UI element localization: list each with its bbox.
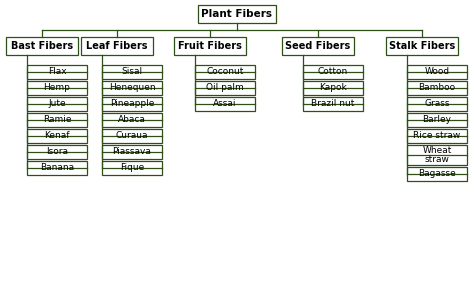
FancyBboxPatch shape [102,161,162,175]
Text: Fique: Fique [120,164,144,173]
FancyBboxPatch shape [198,5,276,23]
Text: Cotton: Cotton [318,67,348,77]
Text: Plant Fibers: Plant Fibers [201,9,273,19]
Text: Kapok: Kapok [319,84,347,92]
FancyBboxPatch shape [27,81,87,95]
FancyBboxPatch shape [27,145,87,159]
Text: Leaf Fibers: Leaf Fibers [86,41,148,51]
Text: Isora: Isora [46,147,68,156]
FancyBboxPatch shape [303,97,363,111]
Text: Sisal: Sisal [121,67,143,77]
FancyBboxPatch shape [174,37,246,55]
FancyBboxPatch shape [407,97,467,111]
FancyBboxPatch shape [102,65,162,79]
FancyBboxPatch shape [407,113,467,127]
FancyBboxPatch shape [27,161,87,175]
FancyBboxPatch shape [195,81,255,95]
FancyBboxPatch shape [102,145,162,159]
FancyBboxPatch shape [81,37,153,55]
Text: Pineapple: Pineapple [110,99,154,109]
FancyBboxPatch shape [27,97,87,111]
Text: Wood: Wood [424,67,449,77]
FancyBboxPatch shape [407,167,467,181]
FancyBboxPatch shape [195,97,255,111]
FancyBboxPatch shape [6,37,78,55]
FancyBboxPatch shape [407,145,467,165]
FancyBboxPatch shape [407,81,467,95]
FancyBboxPatch shape [27,65,87,79]
Text: Hemp: Hemp [44,84,71,92]
Text: Assai: Assai [213,99,237,109]
FancyBboxPatch shape [407,65,467,79]
Text: Grass: Grass [424,99,450,109]
FancyBboxPatch shape [303,65,363,79]
FancyBboxPatch shape [407,129,467,143]
FancyBboxPatch shape [102,129,162,143]
Text: Henequen: Henequen [109,84,155,92]
FancyBboxPatch shape [303,81,363,95]
Text: Oil palm: Oil palm [206,84,244,92]
Text: Abaca: Abaca [118,115,146,124]
FancyBboxPatch shape [102,81,162,95]
Text: Wheat
straw: Wheat straw [422,146,452,164]
Text: Barley: Barley [422,115,452,124]
FancyBboxPatch shape [282,37,354,55]
Text: Coconut: Coconut [206,67,244,77]
Text: Fruit Fibers: Fruit Fibers [178,41,242,51]
Text: Seed Fibers: Seed Fibers [285,41,351,51]
Text: Bagasse: Bagasse [418,170,456,179]
FancyBboxPatch shape [195,65,255,79]
Text: Flax: Flax [48,67,66,77]
FancyBboxPatch shape [27,129,87,143]
FancyBboxPatch shape [102,113,162,127]
Text: Ramie: Ramie [43,115,71,124]
Text: Kenaf: Kenaf [44,132,70,141]
FancyBboxPatch shape [102,97,162,111]
Text: Stalk Fibers: Stalk Fibers [389,41,455,51]
Text: Jute: Jute [48,99,66,109]
Text: Curaua: Curaua [116,132,148,141]
Text: Bamboo: Bamboo [419,84,456,92]
Text: Rice straw: Rice straw [413,132,461,141]
Text: Banana: Banana [40,164,74,173]
Text: Piassava: Piassava [112,147,151,156]
Text: Bast Fibers: Bast Fibers [11,41,73,51]
FancyBboxPatch shape [386,37,458,55]
Text: Brazil nut: Brazil nut [311,99,355,109]
FancyBboxPatch shape [27,113,87,127]
